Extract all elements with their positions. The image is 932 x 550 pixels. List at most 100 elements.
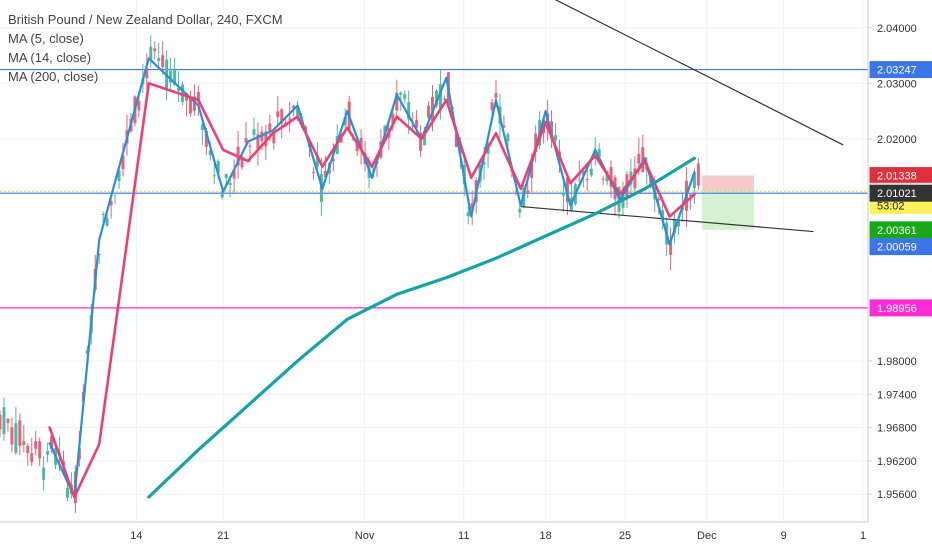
candle-body <box>212 175 216 177</box>
time-axis-tick-label: 14 <box>130 530 142 542</box>
candle-body <box>677 220 681 227</box>
legend-ma200: MA (200, close) <box>8 69 99 84</box>
candle-body <box>407 102 411 120</box>
candle-body <box>411 125 415 127</box>
time-axis-tick-label: 11 <box>458 530 469 542</box>
candle-body <box>276 111 280 118</box>
candle-body <box>188 97 192 114</box>
price-label: 2.03247 <box>877 65 917 77</box>
legend-ma14: MA (14, close) <box>8 50 92 65</box>
candle-body <box>514 192 518 194</box>
candle-body <box>502 125 506 128</box>
trendline-lower <box>520 205 814 233</box>
candle-body <box>585 179 589 181</box>
candle-body <box>292 105 296 109</box>
candle-body <box>633 168 637 189</box>
chart-legend: British Pound / New Zealand Dollar, 240,… <box>8 10 283 86</box>
candle-body <box>431 97 435 121</box>
candle-body <box>419 132 423 151</box>
candle-body <box>288 118 292 120</box>
stop-zone <box>701 191 754 230</box>
time-axis <box>0 522 868 550</box>
candle-body <box>343 117 347 126</box>
candle-body <box>359 137 363 150</box>
candle-body <box>268 123 272 131</box>
candle-body <box>403 94 407 99</box>
candle-body <box>240 156 244 168</box>
candle-body <box>391 113 395 124</box>
candle-body <box>355 143 359 151</box>
candle-body <box>65 487 69 498</box>
candle-body <box>42 467 46 480</box>
candle-body <box>113 192 117 194</box>
candle-body <box>490 102 494 110</box>
candle-body <box>692 173 696 188</box>
candle-body <box>601 178 605 180</box>
candle-body <box>2 407 6 434</box>
candle-body <box>137 101 141 111</box>
candle-body <box>224 173 228 178</box>
price-axis-tick-label: 1.96800 <box>877 423 917 435</box>
candle-body <box>18 420 22 446</box>
candle-body <box>526 190 530 193</box>
candle-body <box>423 130 427 146</box>
candle-body <box>506 134 510 142</box>
legend-ma5: MA (5, close) <box>8 31 84 46</box>
candle-body <box>101 213 105 215</box>
candle-body <box>244 138 248 143</box>
candle-body <box>688 194 692 197</box>
candle-body <box>454 134 458 147</box>
candle-body <box>50 436 54 450</box>
price-label: 2.01021 <box>877 188 917 200</box>
candle-body <box>442 98 446 100</box>
candle-body <box>434 90 438 106</box>
candle-body <box>331 158 335 162</box>
candle-body <box>248 145 252 147</box>
candle-body <box>145 68 149 79</box>
candle-body <box>272 133 276 144</box>
price-axis-tick-label: 1.95600 <box>877 489 917 501</box>
candle-body <box>30 453 34 463</box>
candle-body <box>220 191 224 198</box>
ma5-line <box>48 57 696 499</box>
candle-body <box>470 203 474 210</box>
candle-body <box>117 170 121 182</box>
candle-body <box>399 92 403 95</box>
candle-body <box>657 198 661 201</box>
ma200-line <box>147 156 697 499</box>
candle-body <box>161 55 165 68</box>
candle-body <box>228 182 232 185</box>
candle-body <box>438 84 442 109</box>
candle-body <box>609 167 613 187</box>
plot-area <box>0 0 868 522</box>
candle-body <box>415 120 419 128</box>
candle-body <box>153 48 157 52</box>
trendline-upper <box>554 0 844 146</box>
price-label: 2.00361 <box>877 225 917 237</box>
price-label: 2.01338 <box>877 171 917 183</box>
candle-body <box>177 87 181 91</box>
candle-body <box>554 135 558 141</box>
price-label: 53:02 <box>877 200 905 212</box>
candle-body <box>581 170 585 176</box>
price-label: 1.98956 <box>877 303 917 315</box>
time-axis-tick-label: 25 <box>619 530 631 542</box>
price-label-box <box>869 299 932 317</box>
candle-body <box>311 172 315 174</box>
candle-body <box>637 153 641 164</box>
time-axis-tick-label: Nov <box>355 530 375 542</box>
price-label-box <box>869 238 932 256</box>
candle-body <box>482 162 486 165</box>
time-axis-tick-label: 18 <box>539 530 551 542</box>
candle-body <box>208 150 212 156</box>
price-label-box <box>869 61 932 79</box>
candle-body <box>561 192 565 196</box>
price-label: 2.00059 <box>877 242 917 254</box>
candle-body <box>669 240 673 255</box>
price-axis-tick-label: 1.98000 <box>877 356 917 368</box>
candle-body <box>256 134 260 150</box>
price-axis-tick-label: 1.96200 <box>877 456 917 468</box>
candle-body <box>252 129 256 135</box>
candle-body <box>169 70 173 83</box>
